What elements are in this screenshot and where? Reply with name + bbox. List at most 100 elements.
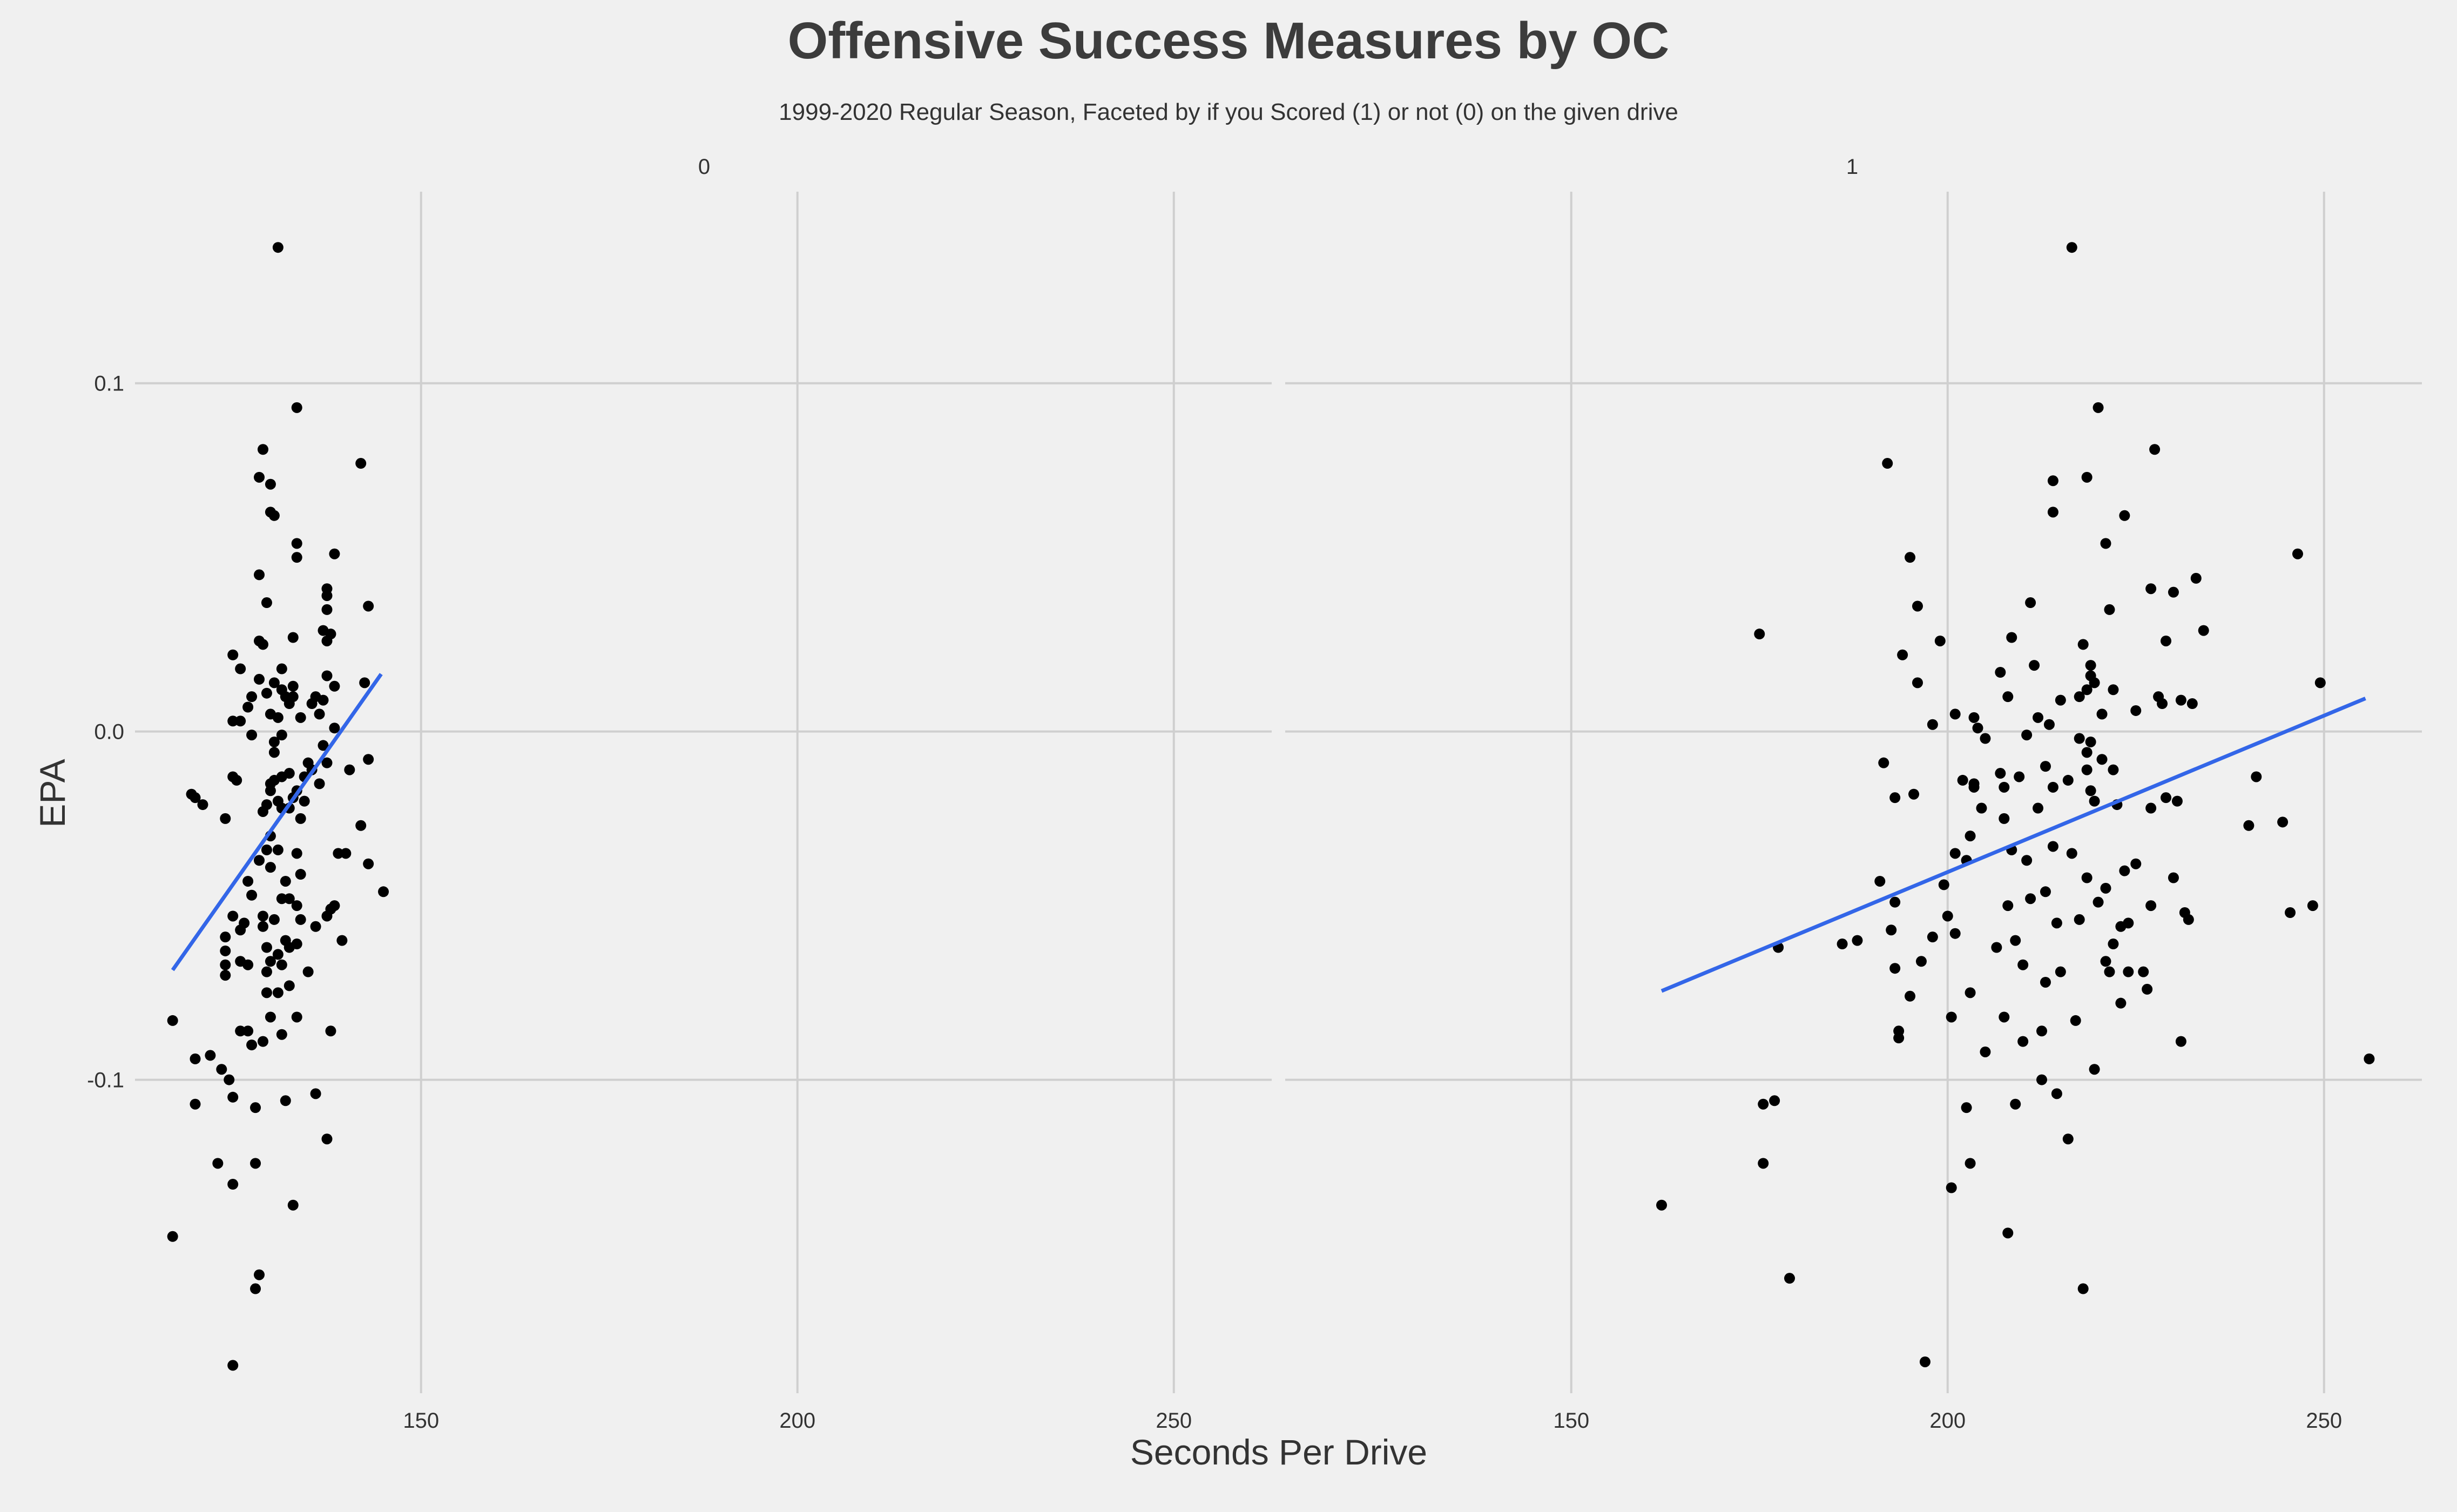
- data-point: [2036, 1074, 2048, 1085]
- data-point: [2285, 907, 2296, 918]
- data-point: [2036, 1025, 2048, 1037]
- data-point: [268, 914, 280, 925]
- data-point: [2043, 719, 2055, 730]
- data-point: [272, 712, 284, 723]
- data-point: [250, 1102, 261, 1113]
- data-point: [2145, 802, 2157, 814]
- data-point: [2092, 896, 2104, 908]
- data-point: [2089, 1064, 2100, 1075]
- data-point: [1758, 1098, 1769, 1110]
- data-point: [1656, 1199, 1668, 1211]
- data-point: [2006, 632, 2017, 643]
- data-point: [2149, 444, 2161, 455]
- data-point: [268, 736, 280, 747]
- data-point: [2085, 736, 2096, 747]
- data-point: [329, 723, 340, 734]
- data-point: [1949, 708, 1961, 720]
- data-point: [2081, 872, 2092, 883]
- data-point: [284, 768, 295, 779]
- data-point: [2168, 872, 2179, 883]
- data-point: [363, 858, 374, 869]
- data-point: [1897, 649, 1908, 660]
- data-point: [2047, 781, 2058, 793]
- data-point: [167, 1015, 178, 1026]
- data-point: [1852, 935, 1863, 946]
- data-point: [1758, 1158, 1769, 1169]
- data-point: [212, 1158, 224, 1169]
- data-point: [295, 813, 306, 824]
- data-point: [190, 1053, 201, 1064]
- data-point: [2123, 966, 2134, 977]
- data-point: [299, 795, 310, 807]
- data-point: [2021, 855, 2033, 866]
- data-point: [318, 694, 329, 706]
- chart-title: Offensive Success Measures by OC: [788, 12, 1670, 70]
- x-tick-label: 150: [403, 1409, 439, 1433]
- data-point: [265, 862, 276, 873]
- data-point: [250, 1283, 261, 1294]
- data-point: [1976, 802, 1987, 814]
- data-point: [250, 1158, 261, 1169]
- data-point: [227, 1360, 239, 1371]
- data-point: [242, 701, 254, 713]
- data-point: [2292, 548, 2303, 559]
- data-point: [355, 820, 367, 831]
- data-point: [261, 844, 272, 855]
- data-point: [1999, 1011, 2010, 1023]
- data-point: [190, 1098, 201, 1110]
- data-point: [265, 478, 276, 490]
- data-point: [276, 893, 287, 905]
- data-point: [321, 1133, 333, 1145]
- data-point: [325, 1025, 336, 1037]
- data-point: [1927, 719, 1938, 730]
- data-point: [1889, 963, 1901, 974]
- data-point: [276, 1029, 287, 1040]
- data-point: [2055, 966, 2066, 977]
- data-point: [2070, 1015, 2081, 1026]
- data-point: [254, 1269, 265, 1280]
- data-point: [336, 935, 348, 946]
- data-point: [257, 639, 268, 650]
- data-point: [378, 886, 389, 897]
- data-point: [1946, 1011, 1957, 1023]
- data-point: [246, 889, 258, 901]
- data-point: [257, 1036, 268, 1047]
- data-point: [246, 691, 258, 703]
- data-point: [2161, 792, 2172, 804]
- data-point: [1878, 757, 1889, 768]
- data-point: [2307, 900, 2318, 912]
- data-point: [2077, 639, 2089, 650]
- data-point: [2123, 917, 2134, 929]
- data-point: [265, 785, 276, 796]
- data-point: [2175, 694, 2186, 706]
- data-point: [2002, 1227, 2014, 1239]
- data-point: [1999, 781, 2010, 793]
- data-point: [1912, 600, 1923, 612]
- x-tick-label: 250: [2306, 1409, 2342, 1433]
- data-point: [287, 1199, 299, 1211]
- data-point: [272, 987, 284, 998]
- data-point: [2081, 764, 2092, 775]
- data-point: [291, 1011, 302, 1023]
- data-point: [276, 959, 287, 970]
- data-point: [2104, 966, 2115, 977]
- data-point: [291, 552, 302, 563]
- y-tick-label: 0.0: [94, 720, 124, 744]
- data-point: [1980, 1046, 1991, 1057]
- data-point: [340, 848, 352, 859]
- data-point: [2029, 660, 2040, 671]
- data-point: [2066, 242, 2077, 253]
- data-point: [2074, 691, 2085, 703]
- data-point: [272, 949, 284, 960]
- data-point: [1905, 990, 1916, 1002]
- data-point: [2104, 604, 2115, 615]
- data-point: [2130, 858, 2142, 869]
- data-point: [254, 471, 265, 483]
- data-point: [1882, 458, 1893, 469]
- data-point: [261, 987, 272, 998]
- data-point: [2096, 754, 2108, 765]
- data-point: [355, 458, 367, 469]
- data-point: [1965, 987, 1976, 998]
